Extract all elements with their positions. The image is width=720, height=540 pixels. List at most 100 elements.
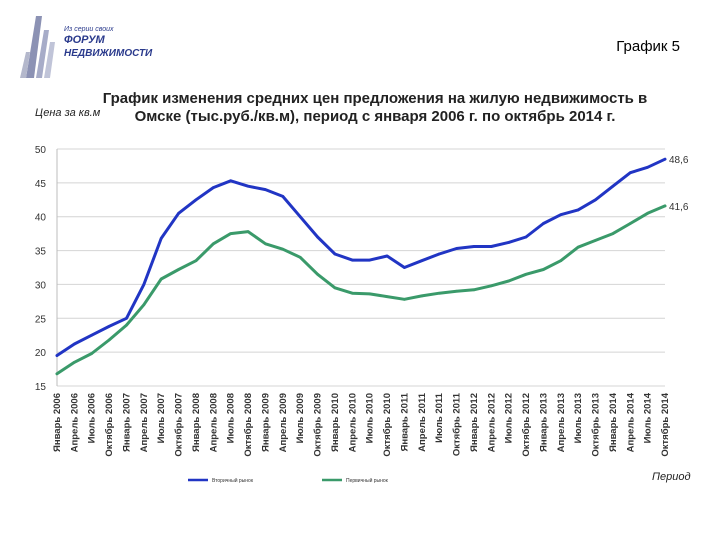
x-tick-label: Январь 2012 [469, 393, 480, 452]
data-point [246, 230, 250, 233]
x-tick-label: Апрель 2011 [417, 392, 428, 452]
data-point [437, 291, 441, 295]
x-ticks: Январь 2006 Апрель 2006 Июль 2006 Октябрь 2… [52, 392, 671, 456]
end-value-label: 41,6 [669, 202, 689, 213]
data-point [524, 272, 528, 276]
x-tick-label: Апрель 2014 [625, 392, 636, 452]
data-point [576, 208, 580, 212]
x-tick-label: Июль 2008 [226, 393, 237, 443]
x-tick-label: Апрель 2012 [486, 393, 497, 452]
x-tick-label: Октябрь 2013 [591, 393, 602, 457]
logo-line3: НЕДВИЖИМОСТИ [64, 48, 153, 59]
data-point [663, 204, 667, 208]
x-tick-label: Октябрь 2008 [243, 393, 254, 457]
data-point [542, 268, 545, 271]
end-labels: 48,6 41,6 [669, 155, 689, 213]
data-point [90, 333, 94, 337]
x-tick-label: Январь 2014 [608, 392, 619, 452]
data-point [594, 239, 597, 242]
data-point [194, 198, 198, 202]
series-line-2 [55, 204, 667, 376]
data-point [646, 212, 649, 215]
y-tick-label: 30 [35, 280, 47, 291]
y-tick-label: 20 [35, 348, 47, 359]
data-point [455, 247, 458, 250]
data-point [611, 232, 615, 235]
x-tick-label: Октябрь 2010 [382, 393, 393, 457]
y-tick-label: 40 [35, 213, 47, 224]
data-point [281, 247, 285, 251]
data-point [159, 237, 163, 240]
data-point [663, 157, 667, 161]
data-point [333, 252, 337, 256]
data-point [125, 323, 128, 327]
data-point [385, 254, 389, 258]
data-point [229, 179, 233, 183]
x-tick-label: Июль 2012 [504, 393, 515, 443]
data-point [628, 171, 632, 174]
y-axis-label: Цена за кв.м [35, 107, 101, 119]
logo-skyline-icon [20, 16, 55, 78]
series-line-1 [55, 157, 667, 357]
data-point [368, 258, 371, 262]
data-point [368, 292, 371, 296]
y-tick-label: 25 [35, 314, 47, 325]
data-point [316, 235, 319, 239]
data-point [229, 232, 233, 235]
logo-line1: Из серии своих [64, 26, 114, 33]
y-tick-label: 15 [35, 382, 47, 393]
x-axis-label: Период [652, 471, 691, 483]
data-point [472, 245, 476, 248]
data-point [194, 259, 198, 263]
data-point [403, 298, 406, 301]
x-tick-label: Апрель 2008 [208, 393, 219, 452]
y-tick-label: 45 [35, 179, 47, 190]
x-tick-label: Январь 2013 [538, 393, 549, 452]
data-point [333, 286, 337, 290]
x-tick-label: Октябрь 2006 [104, 393, 115, 457]
x-tick-label: Апрель 2007 [139, 393, 150, 452]
x-tick-label: Октябрь 2014 [660, 392, 671, 456]
y-ticks: 15 20 25 30 35 40 45 50 [35, 145, 47, 393]
x-tick-label: Июль 2014 [643, 392, 654, 443]
data-point [628, 222, 632, 225]
data-point [472, 288, 476, 292]
data-point [73, 342, 76, 346]
data-point [385, 295, 389, 298]
series-lines [55, 157, 667, 376]
slide-label: График 5 [616, 38, 680, 55]
x-tick-label: Январь 2010 [330, 393, 341, 452]
data-point [489, 245, 493, 248]
x-tick-label: Январь 2009 [260, 393, 271, 452]
data-point [264, 188, 267, 191]
data-point [455, 289, 458, 293]
x-tick-label: Январь 2008 [191, 393, 202, 452]
x-tick-label: Январь 2007 [121, 393, 132, 452]
logo-line2: ФОРУМ [64, 34, 105, 46]
data-point [90, 352, 94, 355]
data-point [524, 235, 528, 239]
x-tick-label: Октябрь 2012 [521, 393, 532, 457]
data-point [73, 361, 76, 364]
data-point [489, 284, 493, 288]
y-tick-label: 35 [35, 247, 47, 258]
x-tick-label: Июль 2013 [573, 393, 584, 443]
data-point [559, 213, 563, 216]
data-point [437, 252, 441, 256]
x-tick-label: Апрель 2009 [278, 393, 289, 452]
data-point [55, 372, 59, 376]
data-point [316, 272, 319, 276]
data-point [298, 215, 302, 219]
data-point [611, 184, 615, 188]
data-point [576, 245, 580, 249]
x-tick-label: Октябрь 2007 [174, 393, 185, 457]
legend-label: Первичный рынок [346, 477, 389, 484]
data-point [559, 259, 563, 263]
data-point [542, 222, 545, 225]
data-point [177, 212, 180, 215]
x-tick-label: Апрель 2013 [556, 393, 567, 452]
x-tick-label: Апрель 2006 [69, 393, 80, 452]
data-point [212, 186, 215, 189]
end-value-label: 48,6 [669, 155, 689, 166]
data-point [212, 242, 215, 246]
